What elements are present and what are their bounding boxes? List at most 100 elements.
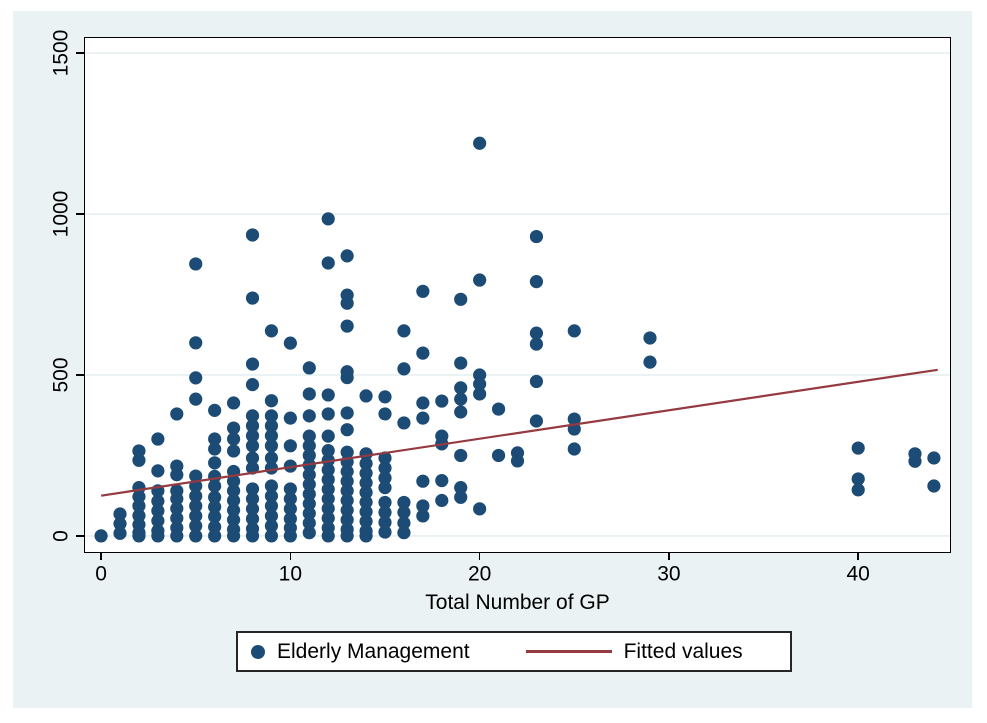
data-point xyxy=(170,407,184,421)
data-point xyxy=(340,423,354,437)
data-point xyxy=(302,409,316,423)
data-point xyxy=(397,495,411,510)
data-point xyxy=(927,451,941,465)
data-point xyxy=(473,387,487,401)
data-point xyxy=(283,336,297,350)
data-point xyxy=(378,481,392,495)
data-point xyxy=(378,390,392,404)
data-point xyxy=(189,371,203,385)
data-point xyxy=(245,419,260,433)
data-point xyxy=(378,471,392,485)
data-point xyxy=(245,378,260,392)
y-axis-tick xyxy=(76,52,84,54)
data-point xyxy=(454,481,468,495)
data-point xyxy=(189,469,203,483)
data-point xyxy=(359,495,373,509)
data-point xyxy=(454,490,468,504)
y-axis-tick-label: 1000 xyxy=(49,190,73,238)
data-point xyxy=(245,492,260,506)
data-point xyxy=(927,479,941,493)
data-point xyxy=(321,388,335,402)
x-axis-tick-label: 40 xyxy=(846,562,870,586)
data-point xyxy=(321,521,335,535)
data-point xyxy=(226,493,241,508)
data-point xyxy=(226,474,241,488)
data-point xyxy=(302,477,316,492)
data-point xyxy=(340,464,354,479)
data-point xyxy=(302,468,316,482)
data-point xyxy=(208,500,222,514)
data-point xyxy=(264,451,279,465)
data-point xyxy=(264,509,279,523)
data-point xyxy=(529,275,544,289)
data-point xyxy=(264,429,279,443)
data-point xyxy=(208,490,222,504)
data-point xyxy=(397,505,411,520)
data-point xyxy=(94,529,108,543)
y-axis-tick-label: 500 xyxy=(49,357,73,393)
data-point xyxy=(321,463,335,477)
x-axis-tick xyxy=(289,553,292,560)
data-point xyxy=(226,522,241,537)
y-axis-tick xyxy=(76,535,84,537)
data-point xyxy=(189,336,203,350)
data-point xyxy=(151,514,165,528)
data-point xyxy=(643,355,657,369)
x-axis-tick xyxy=(100,553,102,560)
data-point xyxy=(189,529,203,543)
data-point xyxy=(189,519,203,533)
data-point xyxy=(851,441,865,455)
data-point xyxy=(378,525,392,539)
data-point xyxy=(397,526,411,540)
data-point xyxy=(151,524,165,538)
data-point xyxy=(132,509,146,523)
data-point xyxy=(454,392,468,406)
data-point xyxy=(189,489,203,503)
legend: Elderly Management Fitted values xyxy=(236,631,792,672)
data-point xyxy=(208,432,222,446)
data-point xyxy=(245,228,260,242)
data-point xyxy=(302,429,316,443)
data-point xyxy=(321,256,335,270)
data-point xyxy=(208,509,222,524)
data-point xyxy=(151,432,165,446)
data-point xyxy=(340,445,354,459)
data-point xyxy=(245,439,260,453)
legend-line-icon xyxy=(525,650,612,653)
data-point xyxy=(208,442,222,456)
data-point xyxy=(264,529,279,543)
data-point xyxy=(340,493,354,508)
data-point xyxy=(132,444,146,458)
data-point xyxy=(283,411,297,425)
data-point xyxy=(302,516,316,530)
data-point xyxy=(908,447,922,461)
data-point xyxy=(340,474,354,488)
data-point xyxy=(264,324,279,338)
data-point xyxy=(208,479,222,493)
data-point xyxy=(321,429,335,443)
data-point xyxy=(340,522,354,537)
data-point xyxy=(851,483,865,497)
data-point xyxy=(208,469,222,483)
data-point xyxy=(283,502,297,516)
data-point xyxy=(378,505,392,520)
data-point xyxy=(151,504,165,518)
data-point xyxy=(283,512,297,526)
data-point xyxy=(170,511,184,525)
data-point xyxy=(510,446,525,460)
data-point xyxy=(359,389,373,403)
data-point xyxy=(359,456,373,471)
data-point xyxy=(454,405,468,419)
data-point xyxy=(245,512,260,526)
data-point xyxy=(340,484,354,498)
data-point xyxy=(113,517,127,531)
data-point xyxy=(264,409,279,423)
data-point xyxy=(473,502,487,516)
data-point xyxy=(170,459,184,473)
data-point xyxy=(473,368,487,382)
data-point xyxy=(473,273,487,287)
data-point xyxy=(113,507,127,521)
data-point xyxy=(397,516,411,530)
data-point xyxy=(491,448,506,463)
data-point xyxy=(378,451,392,465)
